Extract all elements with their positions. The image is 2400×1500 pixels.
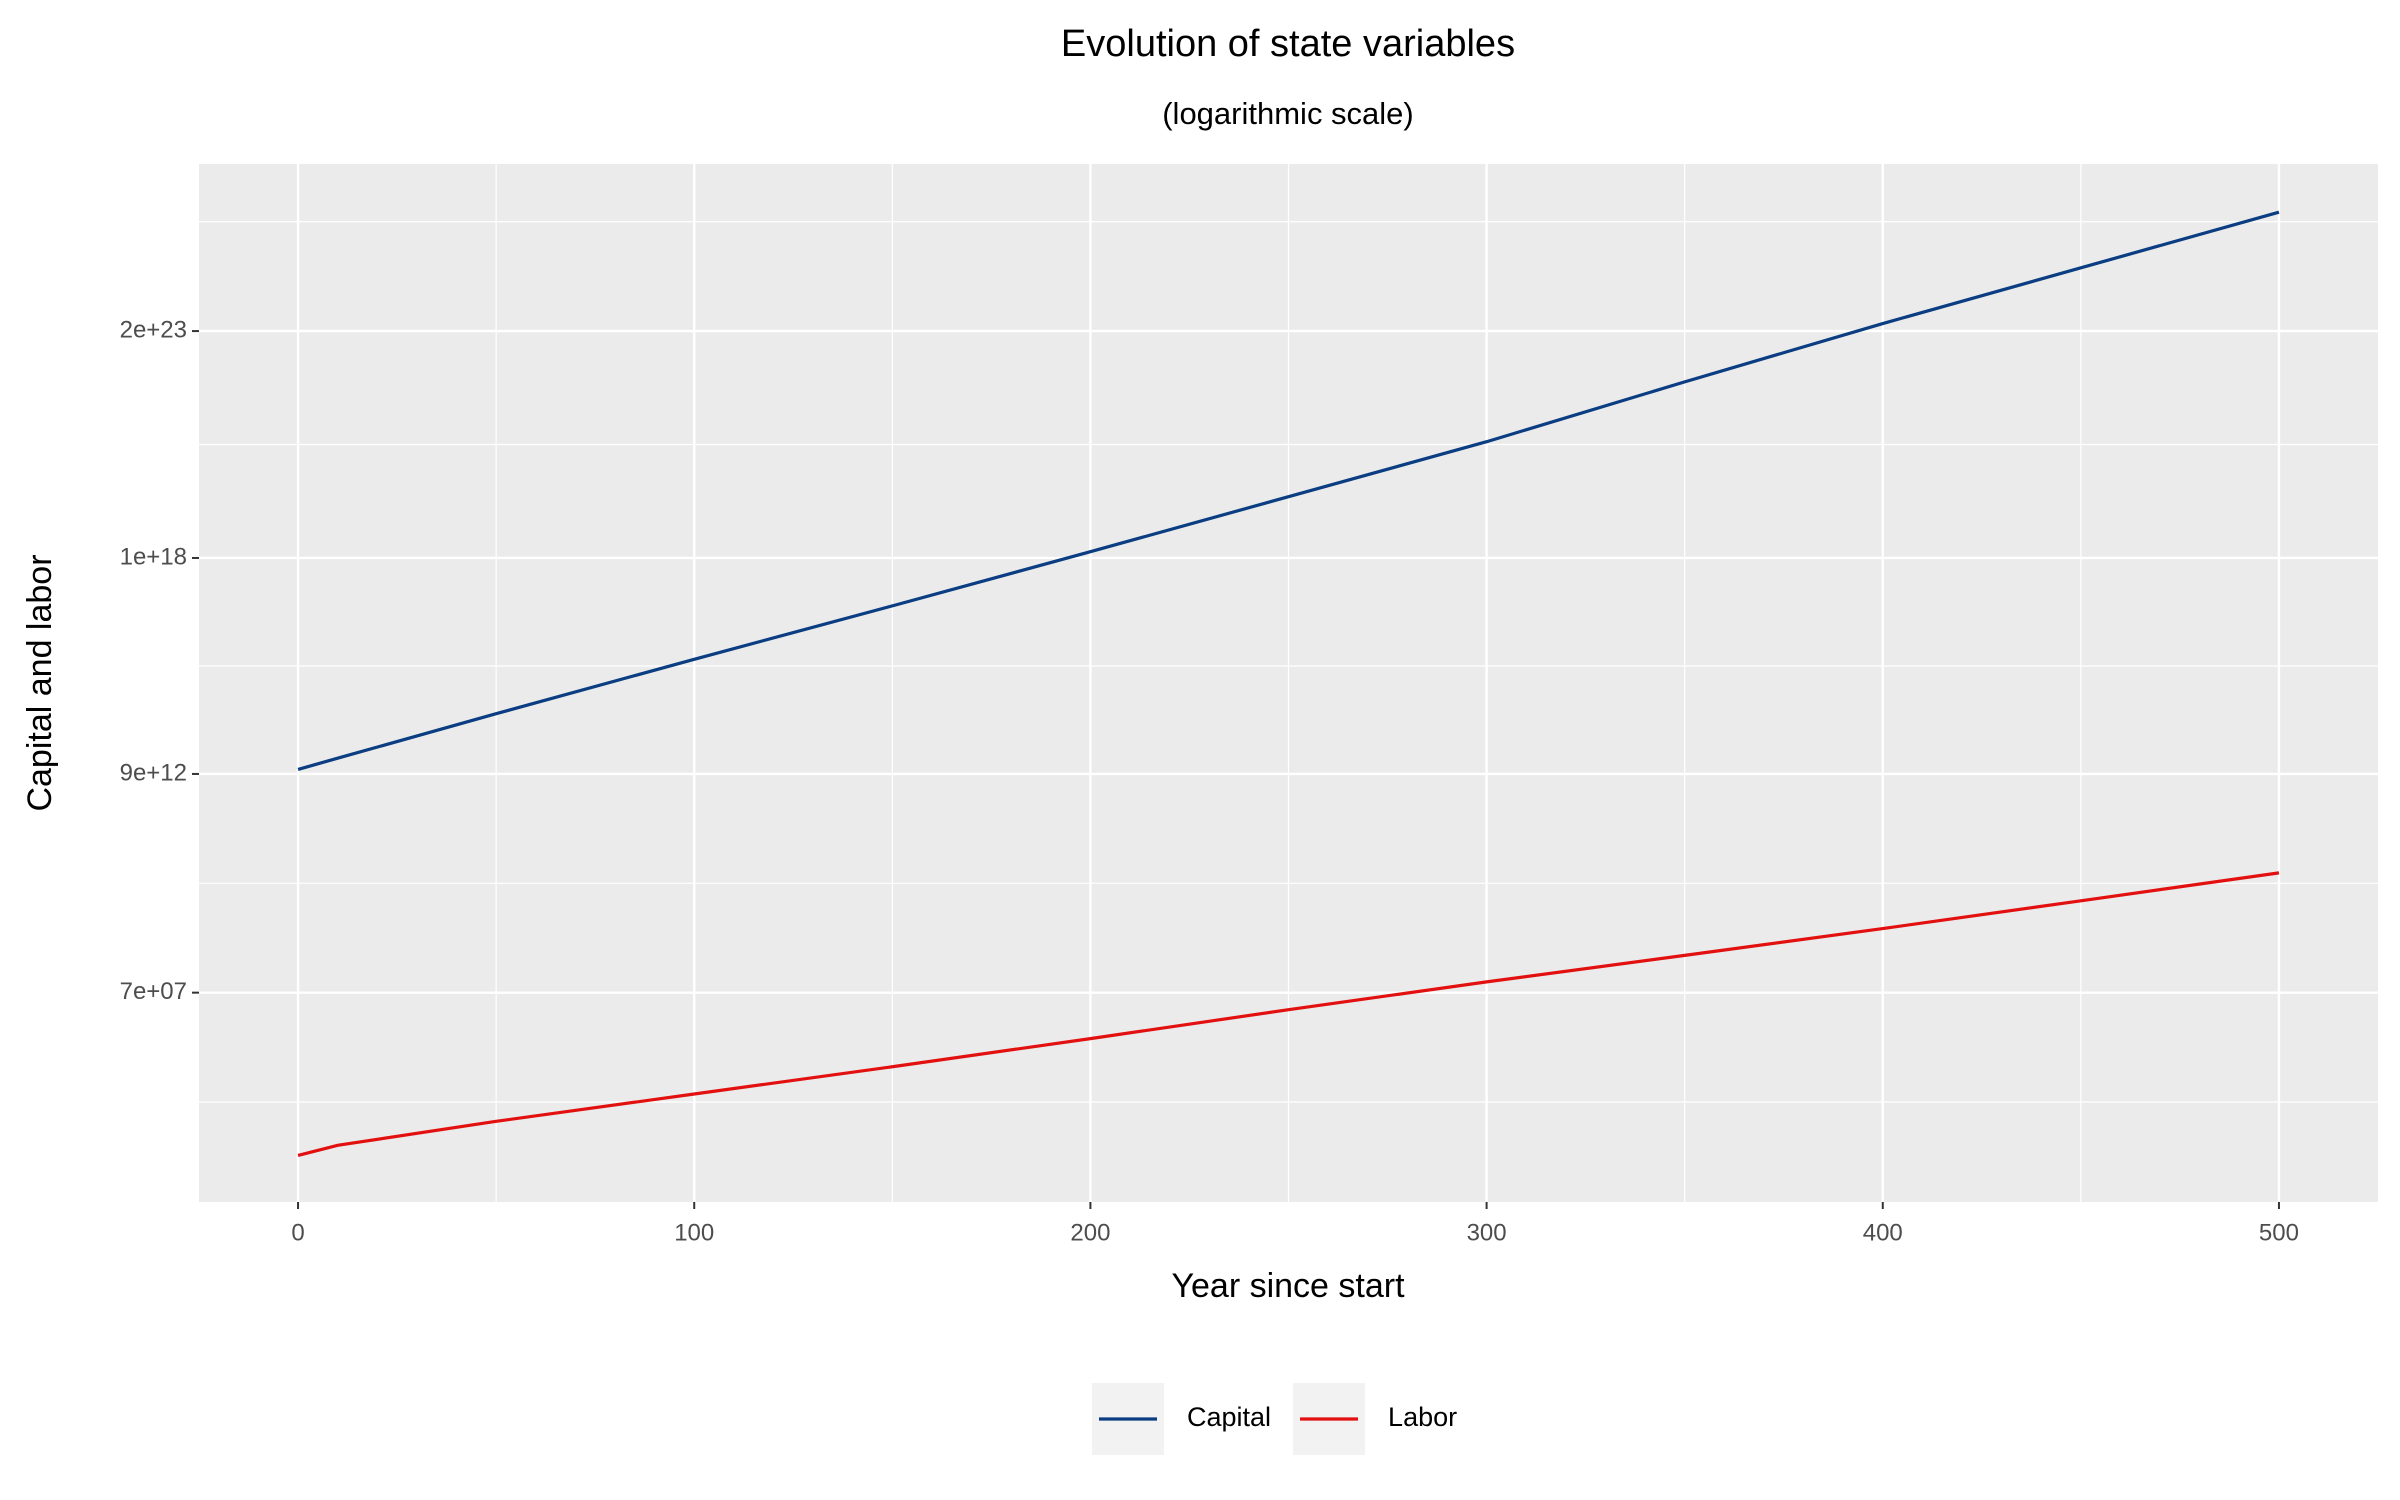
y-axis-title: Capital and labor <box>21 554 59 811</box>
x-tick-label: 0 <box>291 1219 304 1246</box>
x-tick-label: 300 <box>1467 1219 1507 1246</box>
chart-subtitle: (logarithmic scale) <box>1162 96 1414 131</box>
series-line <box>297 871 2280 1158</box>
y-tick-label: 1e+18 <box>120 543 187 570</box>
x-tick-label: 100 <box>674 1219 714 1246</box>
y-tick-label: 7e+07 <box>120 978 187 1005</box>
y-tick-label: 2e+23 <box>120 316 187 343</box>
legend-label: Capital <box>1187 1402 1271 1432</box>
x-tick-label: 500 <box>2259 1219 2299 1246</box>
x-axis-title: Year since start <box>1171 1267 1405 1305</box>
y-tick-label: 9e+12 <box>120 759 187 786</box>
chart-title: Evolution of state variables <box>1061 23 1515 65</box>
x-tick-label: 200 <box>1070 1219 1110 1246</box>
series-line <box>297 210 2280 771</box>
legend-label: Labor <box>1388 1402 1457 1432</box>
x-tick-label: 400 <box>1863 1219 1903 1246</box>
